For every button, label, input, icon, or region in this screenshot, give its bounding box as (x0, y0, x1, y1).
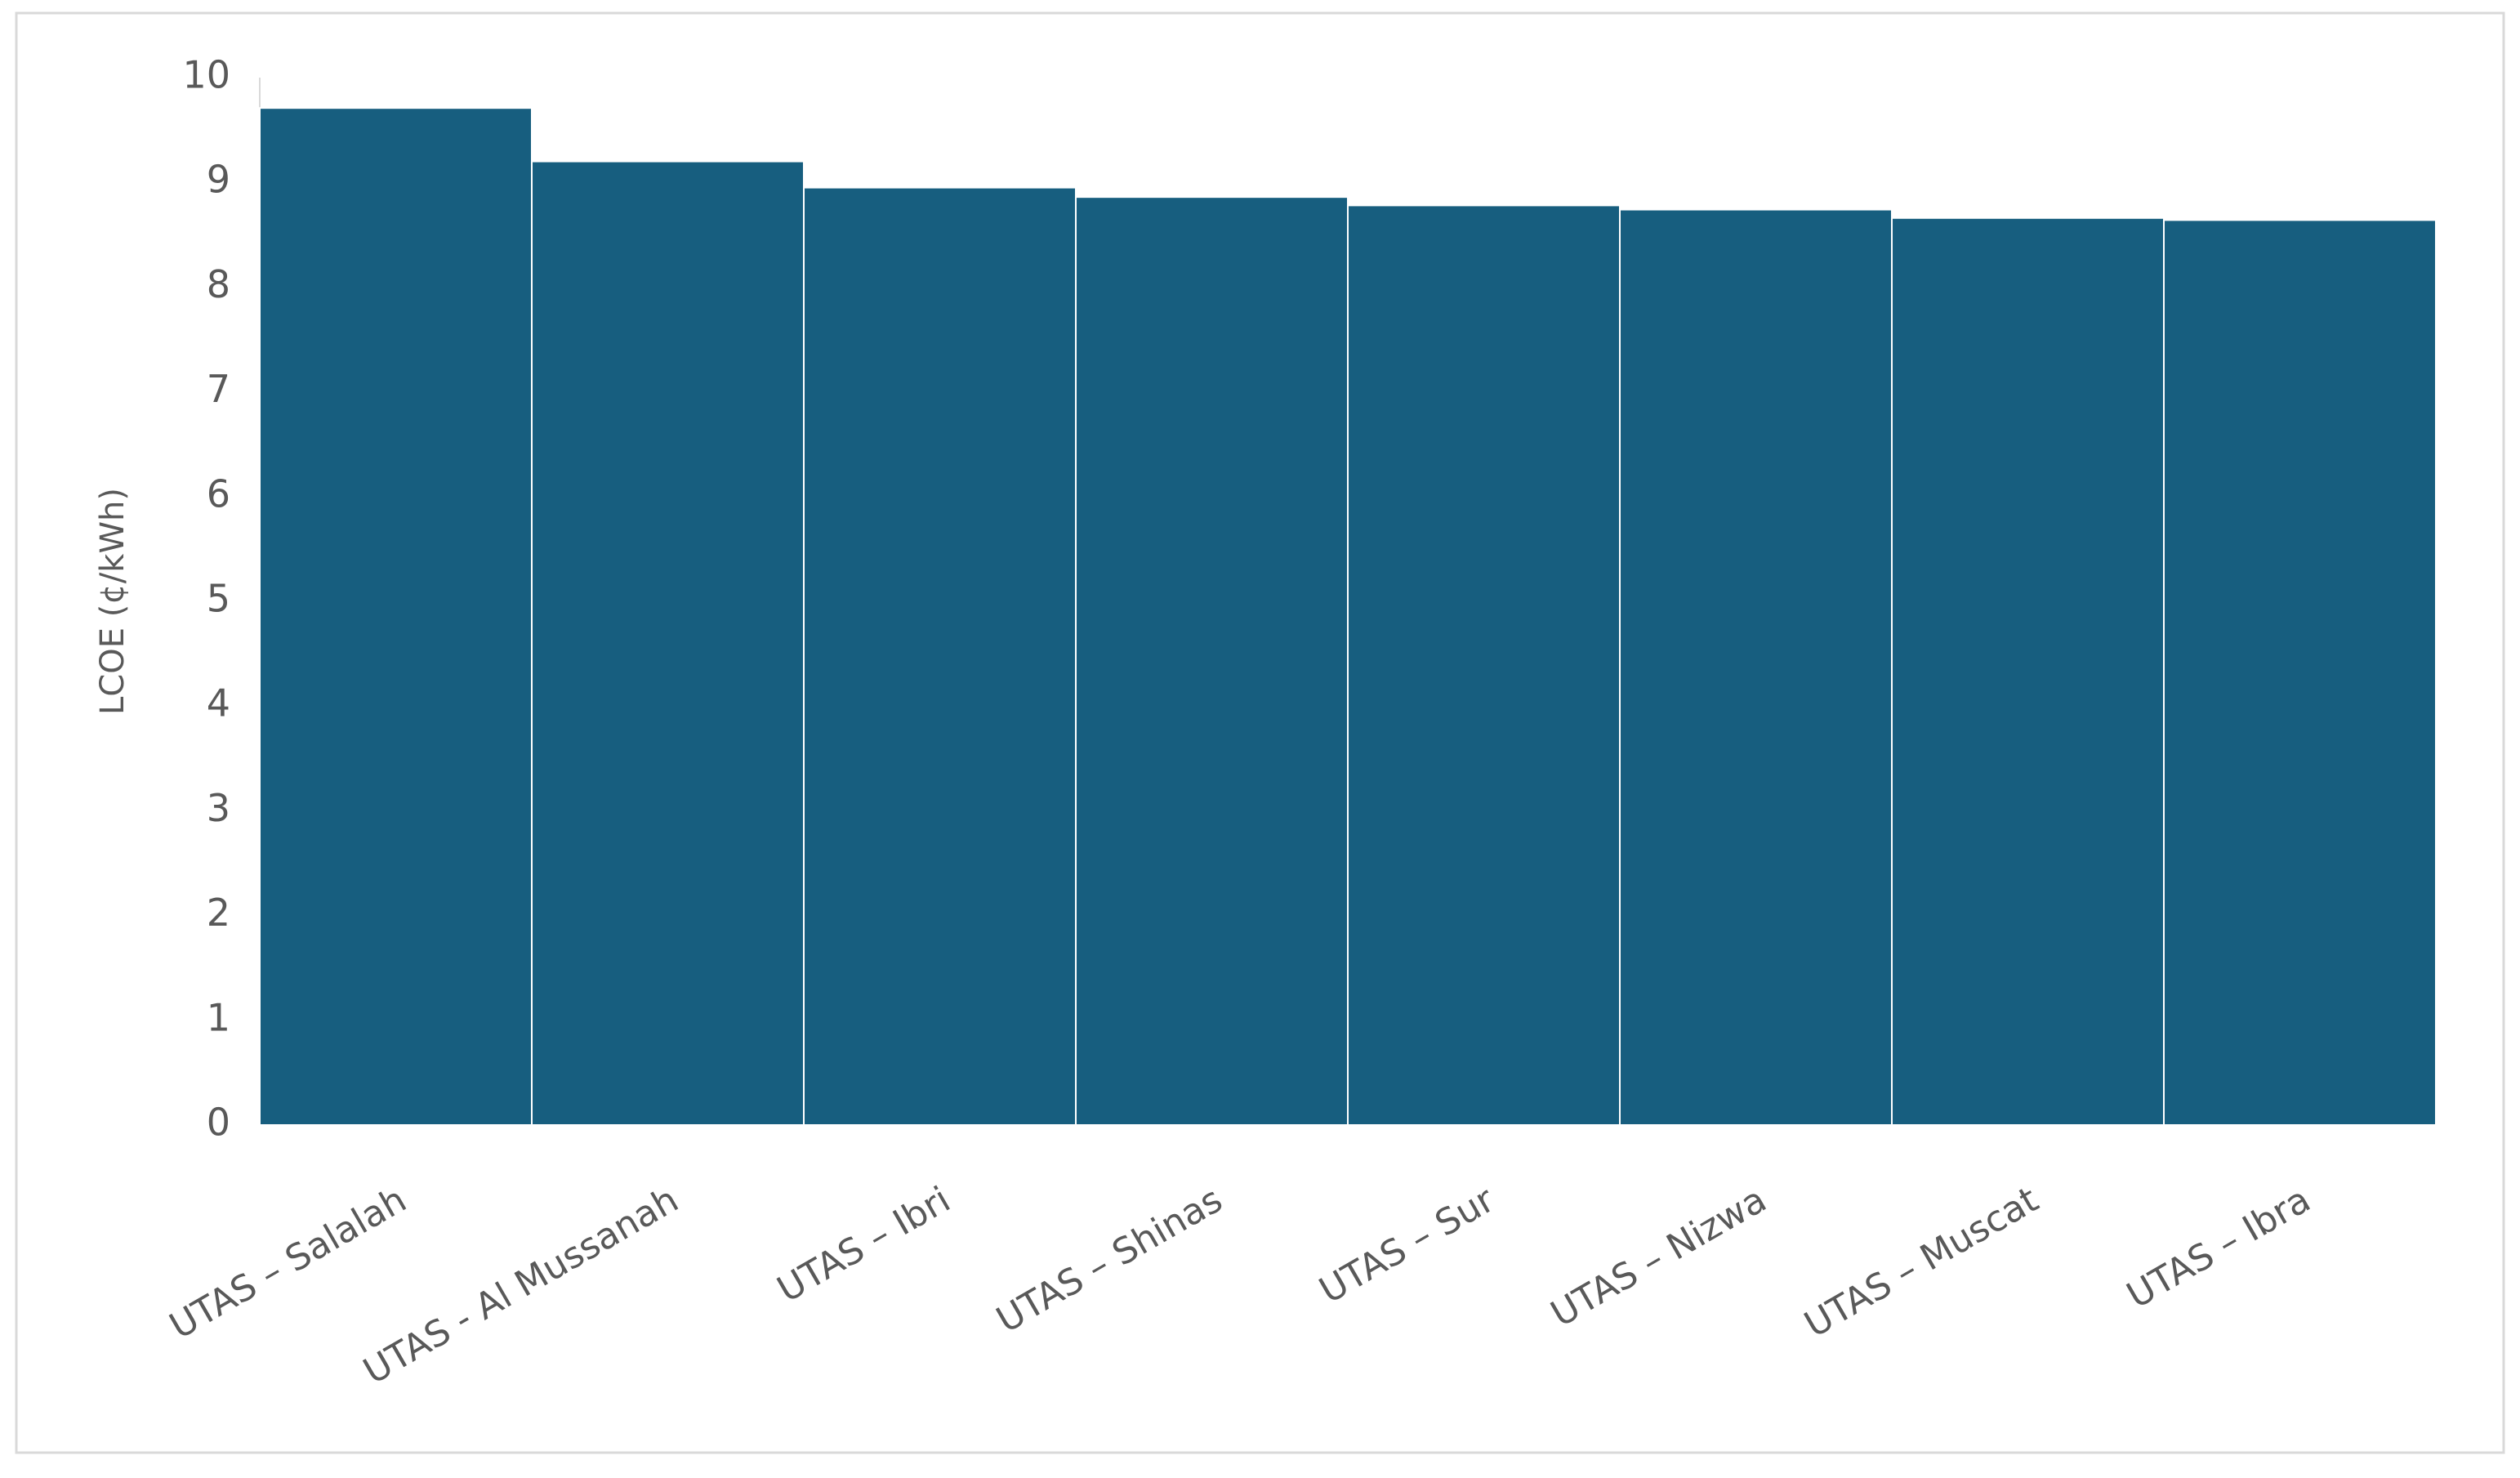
y-tick-label: 4 (207, 681, 230, 726)
bar (1347, 204, 1621, 1126)
y-tick-label: 7 (207, 367, 230, 411)
y-tick-label: 8 (207, 262, 230, 306)
y-tick-label: 3 (207, 786, 230, 830)
y-tick-label: 0 (207, 1101, 230, 1145)
bar (531, 160, 805, 1126)
y-tick-label: 10 (182, 53, 230, 97)
y-tick-label: 5 (207, 577, 230, 621)
y-tick-label: 6 (207, 471, 230, 516)
y-axis-label: LCOE (¢/kWh) (94, 488, 132, 715)
bar (259, 107, 533, 1127)
bar (803, 186, 1077, 1127)
bar (2163, 219, 2437, 1126)
y-tick-label: 9 (207, 158, 230, 202)
y-tick-label: 2 (207, 891, 230, 935)
y-tick-label: 1 (207, 995, 230, 1039)
bar (1891, 217, 2165, 1127)
bar (1619, 208, 1893, 1127)
bar (1075, 196, 1349, 1127)
